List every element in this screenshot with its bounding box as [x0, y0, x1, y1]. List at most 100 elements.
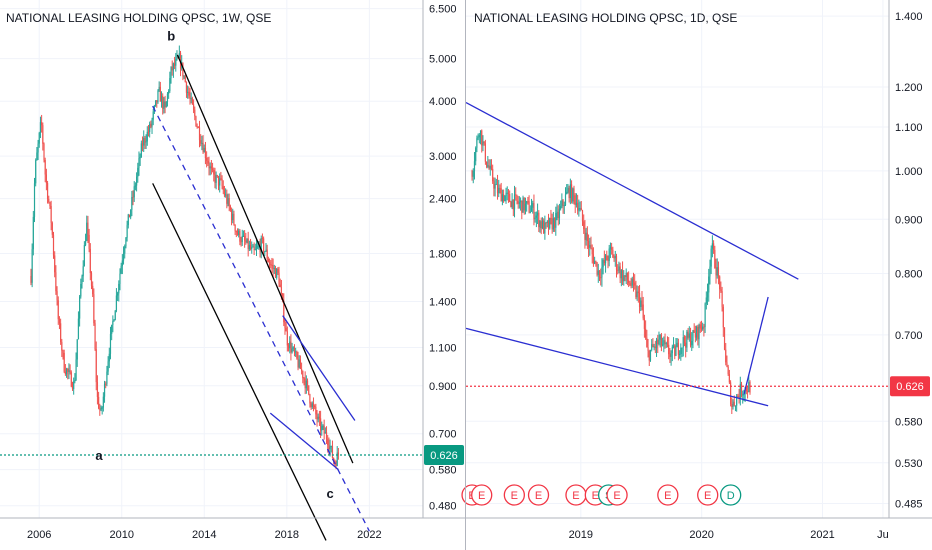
candle-body [504, 196, 506, 202]
candle-body [549, 217, 551, 229]
candle-body [182, 62, 184, 77]
candle-body [200, 140, 202, 144]
candle-body [79, 296, 81, 319]
candle-body [585, 232, 587, 240]
candle-body [229, 205, 231, 211]
candle-body [666, 343, 669, 345]
right-event-markers[interactable]: EEEEEESEEED [461, 484, 742, 506]
candle-body [620, 270, 622, 279]
candle-body [727, 366, 729, 375]
candle-body [659, 334, 661, 340]
candle-body [715, 268, 717, 276]
candle-body [106, 371, 108, 384]
candle-body [733, 401, 735, 406]
candle-body [736, 395, 738, 406]
candle-body [518, 202, 520, 204]
price-tick-label: 0.480 [429, 501, 457, 513]
earnings-event-marker[interactable] [606, 484, 628, 506]
candle-body [202, 142, 204, 153]
candle-body [118, 283, 120, 294]
candle-body [651, 344, 653, 350]
candle-body [192, 104, 195, 110]
dividend-event-marker[interactable] [720, 484, 742, 506]
candle-body [33, 183, 36, 217]
trend-line[interactable] [465, 102, 799, 280]
candle-body [46, 183, 49, 200]
candle-body [483, 141, 485, 144]
candle-body [166, 93, 169, 102]
candle-body [114, 310, 116, 321]
trend-line[interactable] [743, 296, 769, 395]
earnings-event-marker[interactable] [471, 484, 493, 506]
candle-body [48, 199, 50, 203]
candle-body [227, 198, 229, 204]
candle-body [89, 248, 91, 274]
wave-label-c: c [327, 486, 334, 501]
trend-line[interactable] [152, 183, 327, 541]
event-marker-label: D [727, 490, 735, 502]
candle-body [749, 382, 751, 393]
right-trend-lines[interactable] [465, 102, 799, 407]
candle-body [674, 345, 676, 356]
candle-body [70, 372, 72, 387]
candle-body [42, 125, 44, 144]
earnings-event-marker[interactable] [657, 484, 679, 506]
candle-body [221, 178, 223, 187]
earnings-event-marker[interactable] [697, 484, 719, 506]
trend-line[interactable] [282, 315, 356, 421]
candle-body [487, 165, 489, 167]
trend-line[interactable] [465, 327, 769, 407]
candle-body [683, 337, 686, 343]
trend-line[interactable] [269, 412, 339, 471]
candle-body [679, 353, 681, 355]
candle-body [119, 273, 121, 284]
trend-line[interactable] [176, 54, 354, 464]
weekly-chart-pane[interactable]: b a c NATIONAL LEASING HOLDING QPSC, 1W, Q… [0, 0, 465, 541]
candle-body [226, 194, 228, 204]
event-marker-label: E [664, 490, 671, 502]
candle-body [190, 98, 192, 100]
candle-body [259, 245, 261, 253]
left-time-axis[interactable]: 2006 2010 2014 2018 2022 [27, 529, 382, 541]
earnings-event-marker[interactable] [527, 484, 550, 506]
candle-body [604, 255, 607, 264]
candle-body [729, 382, 732, 405]
candle-body [670, 353, 672, 357]
candle-body [208, 163, 210, 169]
candle-body [544, 222, 546, 234]
candle-body [57, 300, 59, 320]
candle-body [734, 405, 737, 407]
candle-body [687, 331, 689, 338]
candle-body [658, 339, 660, 344]
right-price-axis[interactable]: 1.400 1.200 1.100 1.000 0.900 0.800 0.700 0.580… [890, 11, 930, 511]
candle-body [498, 187, 500, 194]
price-tick-label: 3.000 [429, 151, 457, 163]
candle-body [44, 160, 46, 175]
candle-body [591, 248, 593, 255]
candle-body [67, 368, 69, 372]
candle-body [512, 199, 514, 210]
time-tick-label: 2022 [357, 529, 381, 541]
left-channel-lines[interactable] [152, 54, 370, 541]
candle-body [556, 211, 558, 214]
left-price-axis[interactable]: 6.500 5.000 4.000 3.000 2.400 1.800 1.400 1.100… [424, 4, 464, 513]
candle-body [219, 178, 221, 186]
candle-body [574, 195, 576, 205]
candle-body [64, 371, 66, 375]
daily-chart-pane[interactable]: EEEEEESEEED NATIONAL LEASING HOLDING QPS… [461, 0, 932, 541]
left-price-series [30, 45, 339, 470]
candle-body [214, 174, 216, 183]
candle-body [303, 378, 305, 380]
candle-body [162, 95, 164, 109]
right-time-axis[interactable]: 2019 2020 2021 Ju [569, 529, 889, 541]
candle-body [156, 100, 158, 103]
candle-body [553, 218, 556, 228]
candle-body [330, 446, 332, 448]
price-tick-label: 1.400 [895, 11, 923, 23]
candle-body [301, 369, 303, 371]
candle-body [538, 212, 540, 228]
candle-body [298, 359, 300, 368]
trend-line[interactable] [152, 105, 370, 532]
earnings-event-marker[interactable] [503, 484, 525, 506]
